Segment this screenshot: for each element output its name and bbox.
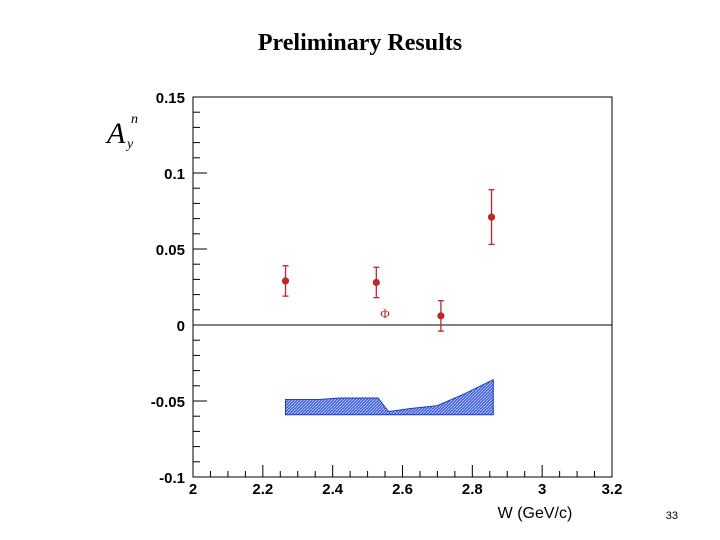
systematic-band [285,378,494,416]
data-point [281,265,290,297]
y-axis-title-superscript: n [131,112,138,127]
y-tick-label: 0.1 [164,166,185,183]
slide-title: Preliminary Results [257,30,463,56]
data-point [437,300,445,332]
x-tick-label: 2.6 [392,481,413,498]
y-axis-title-main: A [105,117,126,150]
y-tick-label: -0.1 [159,470,185,487]
marker [372,278,380,287]
marker [281,277,290,285]
y-tick-label: -0.05 [151,394,185,411]
data-point [372,266,380,299]
x-tick-label: 3 [538,481,546,498]
x-tick-label: 2.8 [462,481,483,498]
x-tick-label: 2.2 [252,481,273,498]
y-axis-title-subscript: y [125,137,134,152]
marker [487,213,496,221]
phi-annotation: Φ [380,306,390,321]
y-tick-label: 0.05 [156,242,185,259]
x-tick-label: 3.2 [602,481,623,498]
x-axis-title: W (GeV/c) [498,505,573,522]
x-tick-label: 2 [189,481,197,498]
x-tick-label: 2.4 [322,481,344,498]
y-tick-label: 0.15 [156,90,185,107]
y-tick-label: 0 [177,318,185,335]
marker [437,312,445,320]
page-number: 33 [665,510,678,522]
data-point [487,189,496,246]
plot-frame [192,96,613,478]
